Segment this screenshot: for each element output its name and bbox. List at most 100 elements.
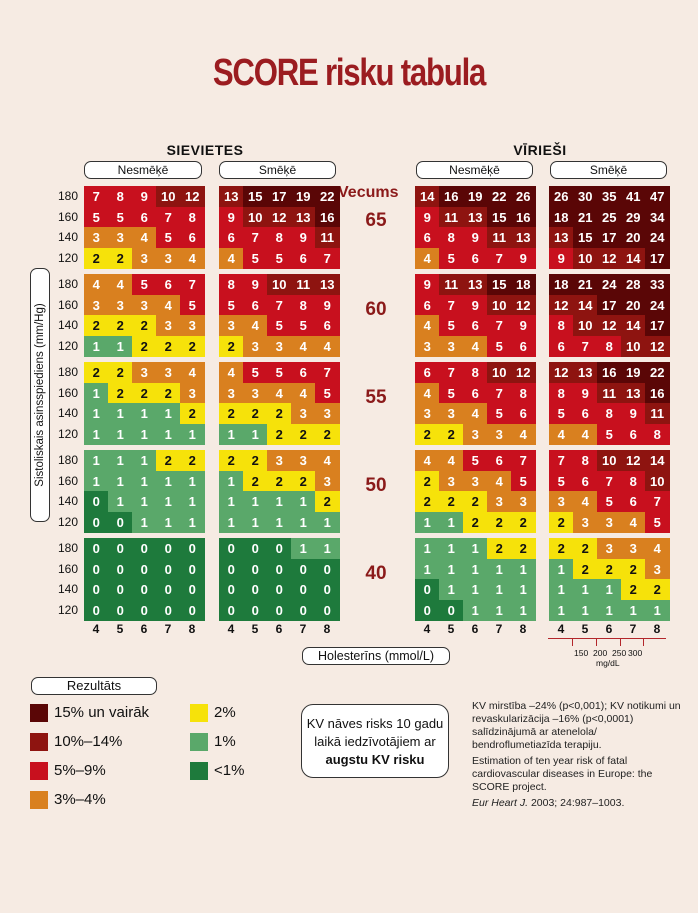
risk-cell: 16 [511, 206, 536, 228]
risk-cell: 9 [511, 315, 536, 337]
risk-cell: 0 [108, 599, 133, 621]
risk-cell: 12 [645, 335, 670, 357]
risk-cell: 12 [511, 294, 536, 316]
risk-cell: 7 [597, 470, 622, 492]
risk-cell: 10 [267, 274, 292, 296]
risk-cell: 6 [511, 335, 536, 357]
risk-cell: 0 [108, 558, 133, 580]
risk-cell: 1 [243, 511, 268, 533]
cholesterol-tick-label: 8 [188, 622, 196, 636]
bp-label: 140 [57, 494, 78, 509]
risk-cell: 2 [315, 491, 340, 513]
risk-cell: 26 [549, 186, 574, 208]
info-line-bold: augstu KV risku [325, 752, 425, 767]
mgdl-tick [572, 638, 573, 646]
risk-cell: 1 [243, 423, 268, 445]
mgdl-tick-label: 200 [593, 648, 608, 658]
risk-cell: 10 [156, 186, 181, 208]
cholesterol-tick-label: 6 [140, 622, 148, 636]
risk-cell: 2 [511, 538, 536, 560]
age-label: 50 [365, 475, 387, 496]
reference-p2: Estimation of ten year risk of fatal car… [472, 755, 653, 793]
age-label: 55 [365, 387, 387, 408]
women-header: SIEVIETES [166, 142, 244, 158]
bp-label: 160 [57, 209, 78, 224]
risk-cell: 8 [621, 470, 646, 492]
risk-cell: 8 [439, 227, 464, 249]
risk-cell: 1 [597, 579, 622, 601]
risk-cell: 16 [439, 186, 464, 208]
risk-cell: 8 [549, 315, 574, 337]
legend-swatch [30, 791, 48, 809]
risk-cell: 1 [243, 491, 268, 513]
risk-cell: 5 [267, 315, 292, 337]
risk-cell: 3 [84, 294, 109, 316]
risk-cell: 7 [156, 206, 181, 228]
risk-cell: 17 [645, 315, 670, 337]
risk-cell: 3 [291, 403, 316, 425]
risk-cell: 12 [267, 206, 292, 228]
bp-label: 160 [57, 385, 78, 400]
risk-cell: 4 [180, 247, 205, 269]
risk-cell: 1 [108, 450, 133, 472]
risk-cell: 13 [549, 227, 574, 249]
risk-cell: 2 [573, 558, 598, 580]
risk-cell: 0 [180, 599, 205, 621]
risk-cell: 2 [108, 247, 133, 269]
risk-cell: 3 [597, 538, 622, 560]
risk-cell: 4 [415, 315, 440, 337]
risk-cell: 3 [132, 294, 157, 316]
risk-cell: 14 [415, 186, 440, 208]
risk-cell: 4 [549, 423, 574, 445]
legend-swatch [190, 762, 208, 780]
cholesterol-tick-label: 8 [323, 622, 331, 636]
risk-cell: 7 [439, 294, 464, 316]
bp-label: 180 [57, 365, 78, 379]
risk-cell: 1 [315, 538, 340, 560]
risk-cell: 7 [315, 362, 340, 384]
risk-cell: 0 [156, 538, 181, 560]
cholesterol-tick-label: 6 [471, 622, 479, 636]
risk-cell: 9 [415, 206, 440, 228]
risk-cell: 3 [219, 382, 244, 404]
bp-label: 120 [57, 426, 78, 441]
risk-cell: 14 [621, 247, 646, 269]
legend-swatch [30, 762, 48, 780]
risk-cell: 14 [645, 450, 670, 472]
cholesterol-tick-label: 6 [275, 622, 283, 636]
risk-cell: 17 [597, 294, 622, 316]
risk-cell: 2 [132, 382, 157, 404]
risk-cell: 2 [243, 450, 268, 472]
risk-cell: 19 [291, 186, 316, 208]
risk-cell: 16 [597, 362, 622, 384]
bp-label: 120 [57, 514, 78, 529]
risk-cell: 9 [219, 206, 244, 228]
page-title: SCORE risku tabula [212, 52, 486, 94]
risk-cell: 1 [549, 579, 574, 601]
risk-cell: 5 [511, 470, 536, 492]
risk-cell: 0 [84, 558, 109, 580]
risk-cell: 2 [267, 470, 292, 492]
risk-cell: 7 [267, 294, 292, 316]
risk-cell: 22 [645, 362, 670, 384]
risk-cell: 3 [621, 538, 646, 560]
risk-cell: 0 [267, 599, 292, 621]
risk-cell: 2 [439, 423, 464, 445]
risk-cell: 3 [180, 382, 205, 404]
risk-cell: 1 [180, 470, 205, 492]
y-axis-label-box: Sistoliskais asinsspiediens (mm/Hg) [30, 268, 50, 522]
risk-cell: 26 [511, 186, 536, 208]
risk-cell: 7 [511, 450, 536, 472]
x-axis-label: Holesterīns (mmol/L) [302, 647, 450, 665]
risk-cell: 5 [267, 362, 292, 384]
risk-cell: 2 [267, 423, 292, 445]
mgdl-tick-label: 150 [574, 648, 589, 658]
risk-cell: 1 [156, 403, 181, 425]
risk-cell: 2 [180, 450, 205, 472]
risk-cell: 8 [291, 294, 316, 316]
risk-cell: 1 [84, 403, 109, 425]
risk-cell: 8 [108, 186, 133, 208]
risk-cell: 4 [180, 362, 205, 384]
risk-cell: 29 [621, 206, 646, 228]
cholesterol-tick-label: 4 [92, 622, 100, 636]
